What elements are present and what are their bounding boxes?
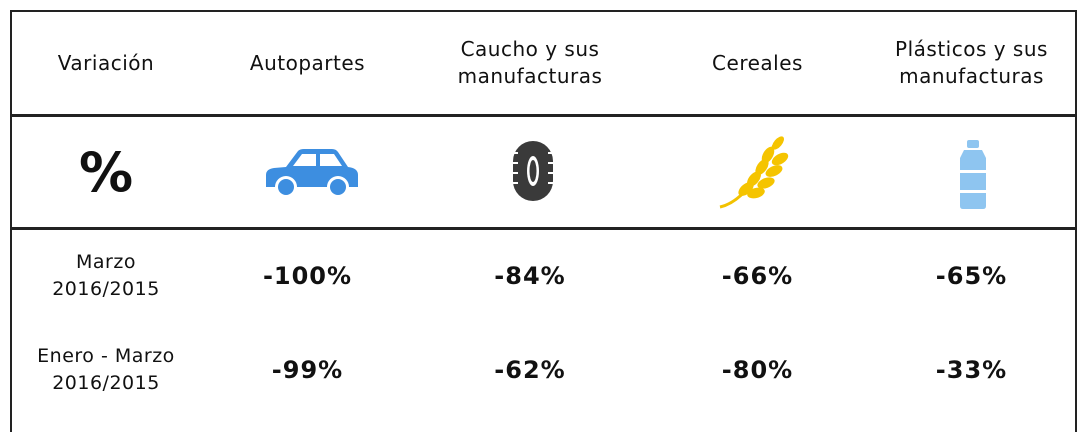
value-cell: -62% [494, 355, 566, 384]
text-line: Caucho y sus [460, 37, 600, 61]
text-line: 2016/2015 [52, 371, 160, 394]
row-label: Marzo 2016/2015 [12, 230, 200, 322]
text-line: Autopartes [249, 50, 366, 75]
value-cell: -84% [494, 262, 566, 290]
text-line: manufacturas [899, 64, 1044, 88]
page: Variación Autopartes Caucho y sus manufactu… [10, 10, 1077, 432]
column-header: Autopartes [200, 12, 415, 114]
text-line: 2016/2015 [52, 278, 160, 300]
bottle-icon [960, 140, 986, 209]
value-cell: -80% [721, 355, 794, 384]
icon-rule [10, 227, 1077, 230]
text-line: Cereales [712, 50, 803, 75]
column-header: Variación [57, 50, 155, 75]
value-cell: -33% [935, 355, 1008, 384]
text-line: manufacturas [457, 64, 603, 88]
table-frame [10, 10, 1077, 432]
tire-icon [513, 141, 553, 201]
text-line: Marzo [76, 251, 136, 273]
value-cell: -65% [935, 262, 1008, 290]
text-line: Plásticos y sus [895, 37, 1048, 61]
header-rule [10, 114, 1077, 117]
row-label: Enero - Marzo 2016/2015 [12, 322, 200, 417]
value-cell: -100% [262, 262, 353, 290]
value-cell: -66% [721, 262, 794, 290]
text-line: Enero - Marzo [37, 344, 175, 367]
column-header: Cereales [645, 12, 870, 114]
wheat-icon [719, 136, 789, 209]
car-icon [266, 149, 358, 198]
column-header: Caucho y sus manufacturas [415, 12, 645, 114]
column-header: Plásticos y sus manufacturas [870, 12, 1073, 114]
unit-symbol: % [78, 140, 134, 204]
value-cell: -99% [271, 355, 344, 384]
